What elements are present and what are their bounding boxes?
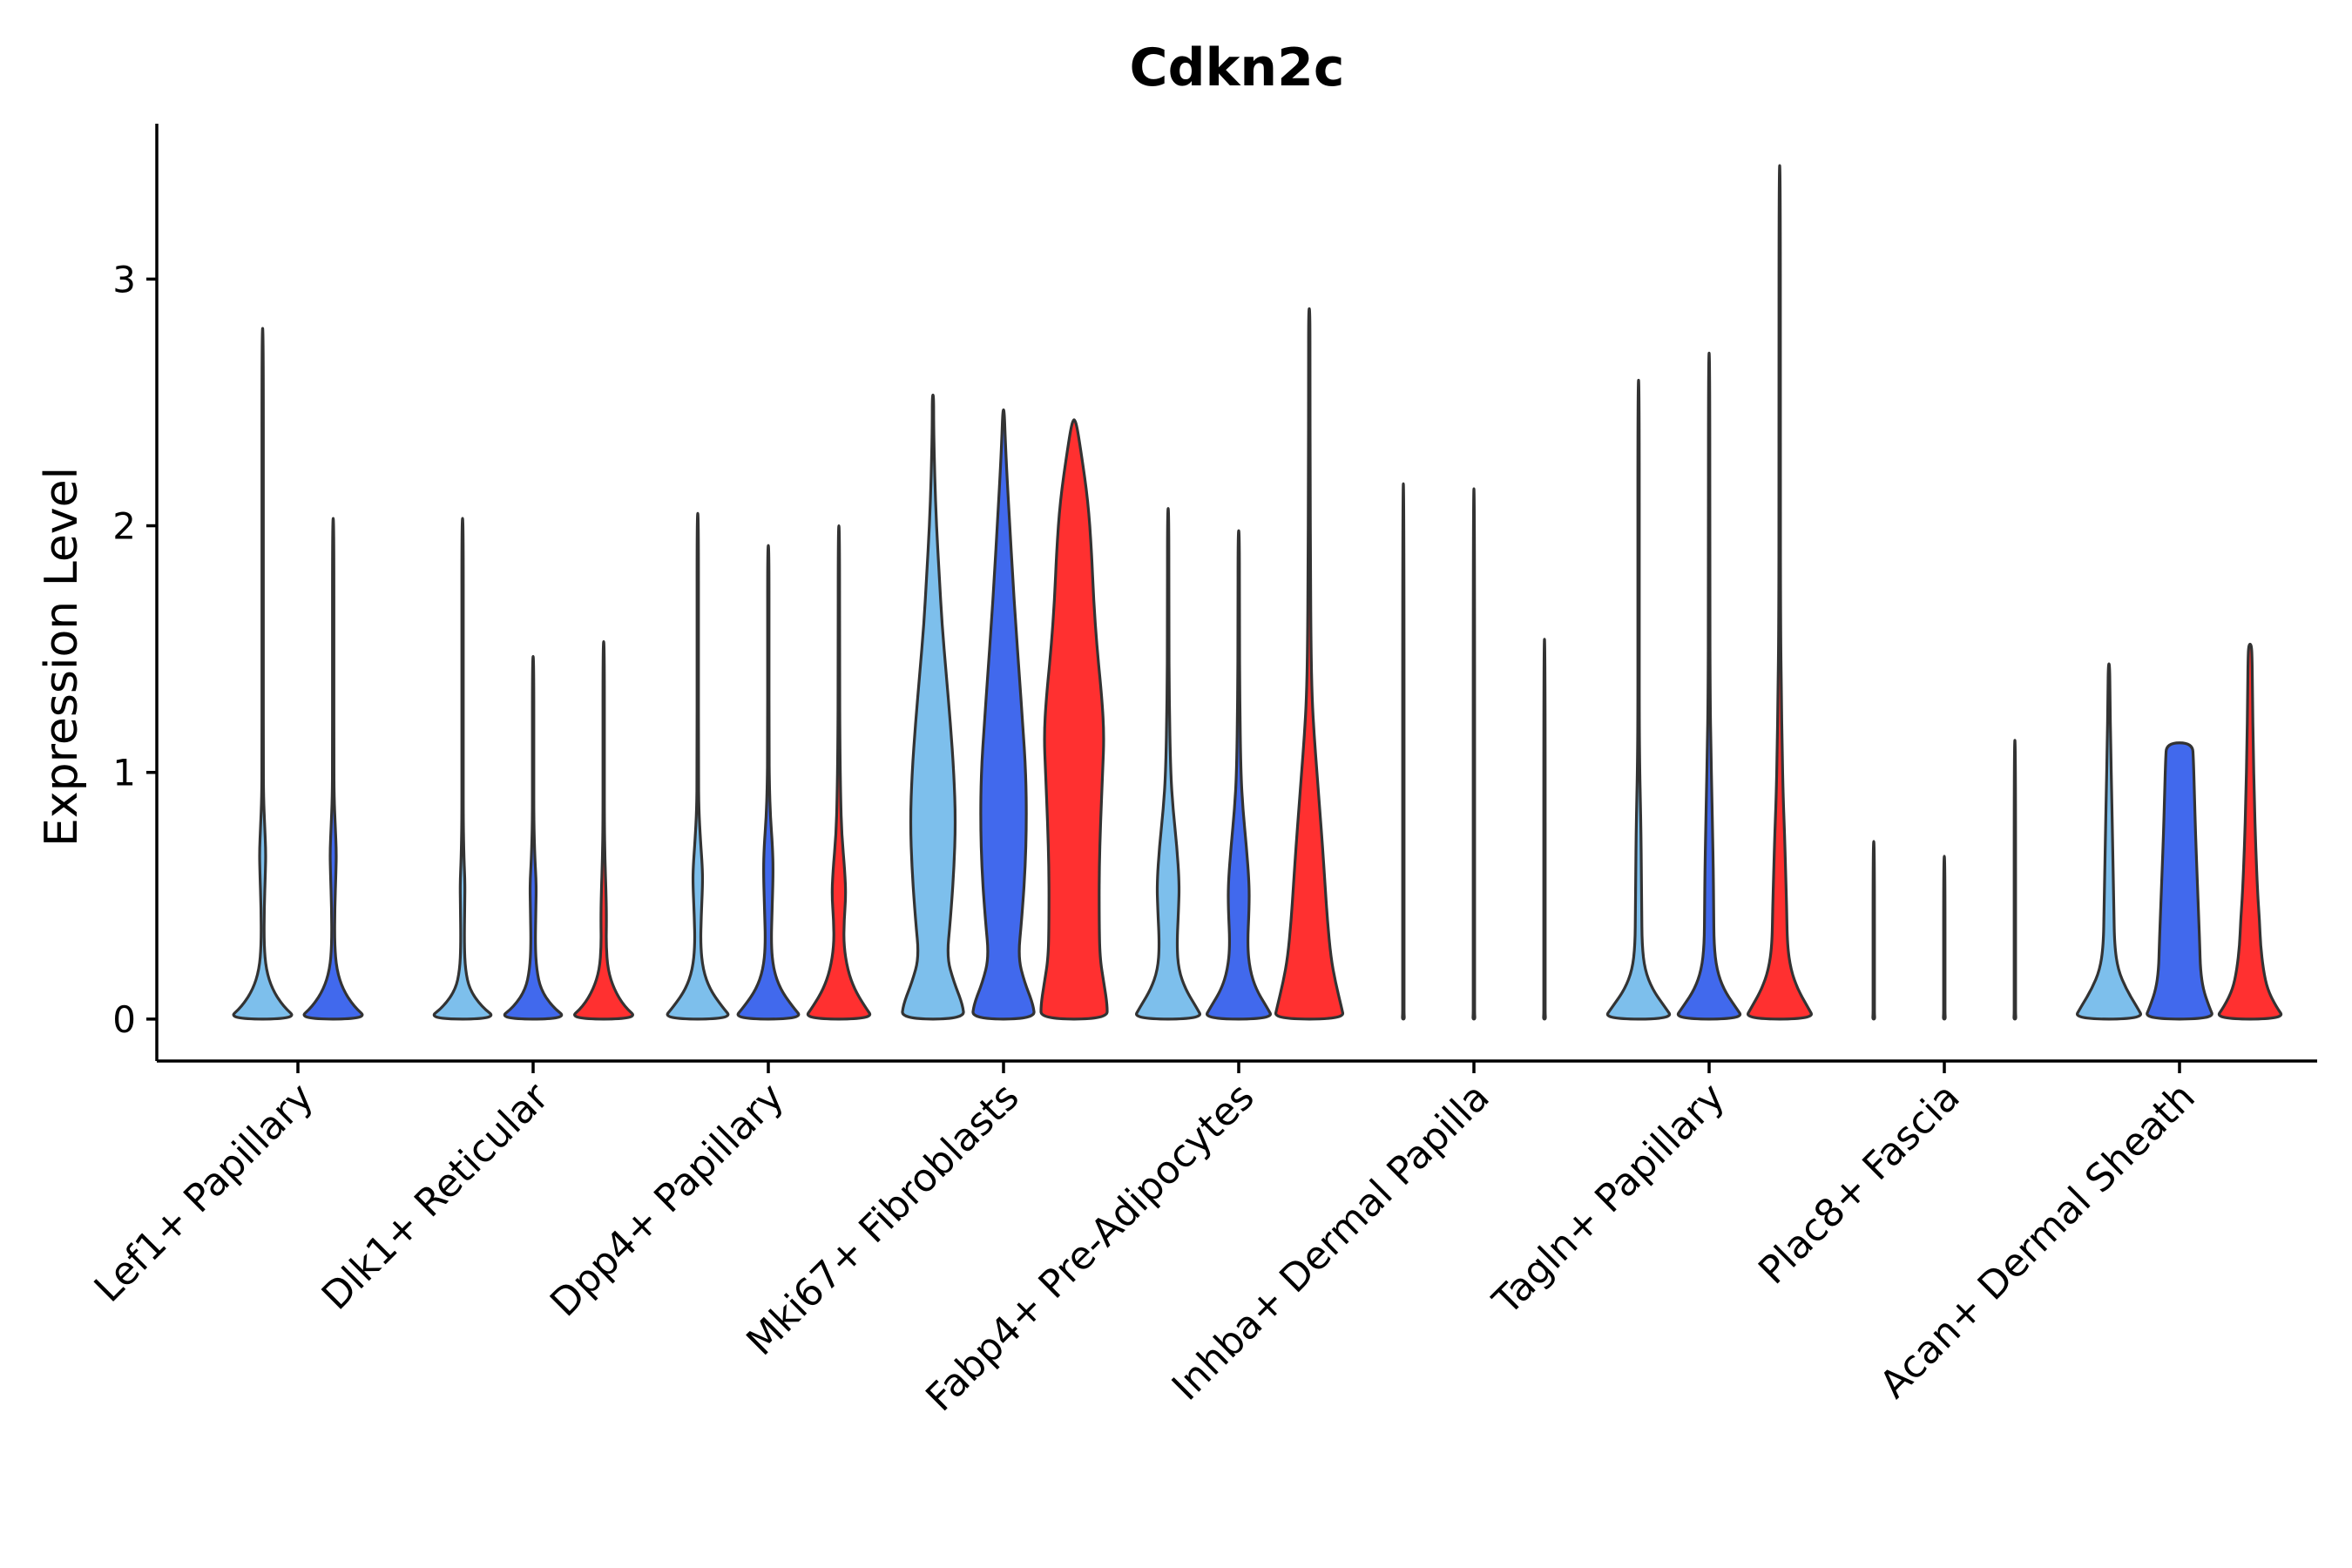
violin-9-1 [2076, 662, 2142, 1021]
y-axis-label: Expression Level [36, 467, 88, 847]
violin-9-2 [2146, 741, 2213, 1021]
violin-5-1 [1135, 507, 1201, 1021]
violin-8-1 [1871, 840, 1876, 1021]
x-tick-label: Lef1+ Papillary [86, 1075, 322, 1311]
violin-3-3 [806, 524, 872, 1021]
violin-5-2 [1206, 529, 1272, 1021]
violin-3-1 [666, 511, 730, 1021]
violin-2-1 [432, 517, 493, 1021]
violin-4-3 [1039, 418, 1109, 1021]
y-tick-label: 2 [112, 505, 136, 548]
violin-8-2 [1942, 855, 1947, 1021]
violin-1-1 [232, 327, 294, 1021]
violin-6-3 [1542, 638, 1547, 1021]
y-tick-label: 0 [112, 998, 136, 1041]
violins-layer [232, 164, 2283, 1021]
violin-6-1 [1401, 482, 1406, 1021]
violin-4-2 [971, 408, 1036, 1021]
violin-5-3 [1274, 307, 1344, 1021]
violin-7-1 [1605, 378, 1672, 1021]
violin-2-3 [573, 640, 634, 1021]
violin-7-2 [1676, 351, 1742, 1021]
x-tick-label: Plac8+ Fascia [1750, 1075, 1969, 1294]
violin-2-2 [503, 655, 564, 1021]
violin-1-2 [302, 517, 364, 1021]
chart-title: Cdkn2c [1130, 37, 1345, 98]
violin-8-3 [2012, 739, 2017, 1021]
violin-3-2 [736, 544, 801, 1021]
violin-7-3 [1747, 164, 1813, 1021]
x-tick-label: Tagln+ Papillary [1484, 1075, 1734, 1324]
y-tick-label: 3 [112, 258, 136, 301]
x-tick-label: Dpp4+ Papillary [542, 1075, 793, 1326]
y-ticks: 0 1 2 3 [112, 258, 157, 1041]
x-tick-label: Dlk1+ Reticular [314, 1074, 558, 1319]
y-tick-label: 1 [112, 752, 136, 794]
violin-4-1 [901, 393, 965, 1021]
violin-6-2 [1471, 487, 1477, 1021]
violin-9-3 [2217, 642, 2283, 1021]
